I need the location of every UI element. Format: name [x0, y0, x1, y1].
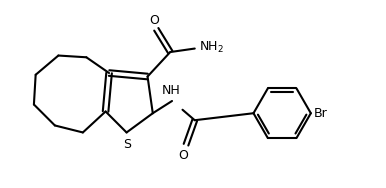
Text: Br: Br — [314, 107, 327, 120]
Text: NH: NH — [162, 84, 181, 97]
Text: O: O — [178, 149, 188, 162]
Text: O: O — [150, 14, 159, 27]
Text: S: S — [124, 138, 132, 151]
Text: NH$_2$: NH$_2$ — [199, 40, 224, 55]
